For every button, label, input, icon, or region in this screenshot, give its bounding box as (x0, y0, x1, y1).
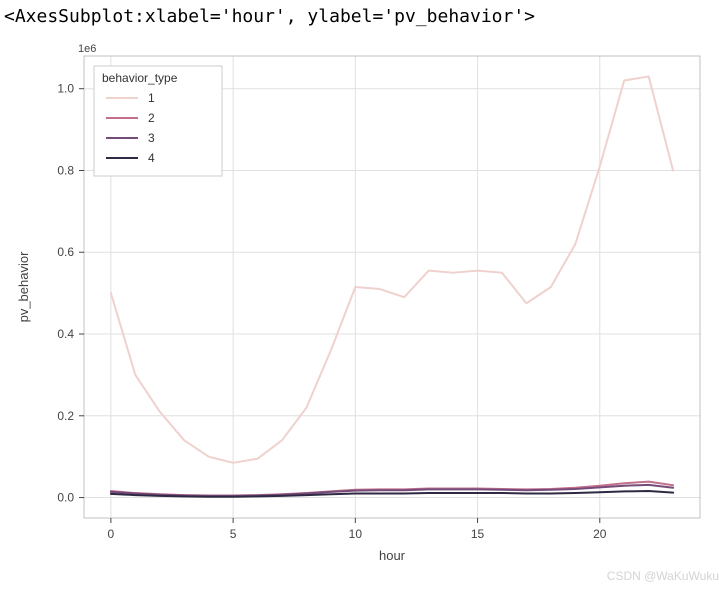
y-exponent-label: 1e6 (78, 43, 96, 55)
y-tick-label: 1.0 (57, 82, 74, 96)
line-chart: 0 5 10 15 20 0.0 0.2 0.4 0.6 0.8 1.0 1e6 hour pv_beha… (0, 38, 719, 597)
x-tick-label: 10 (349, 527, 363, 541)
legend-label-4: 4 (148, 151, 155, 165)
chart-svg: 0 5 10 15 20 0.0 0.2 0.4 0.6 0.8 1.0 1e6 hour pv_beha… (0, 38, 719, 578)
x-tick-label: 5 (230, 527, 237, 541)
x-tick-label: 0 (108, 527, 115, 541)
y-tick-label: 0.0 (57, 491, 74, 505)
x-tick-label: 20 (593, 527, 607, 541)
legend-label-3: 3 (148, 131, 155, 145)
x-tick-label: 15 (471, 527, 485, 541)
y-axis-label: pv_behavior (16, 251, 31, 322)
y-tick-label: 0.6 (57, 245, 74, 259)
axes-repr-text: <AxesSubplot:xlabel='hour', ylabel='pv_b… (4, 6, 535, 27)
watermark-text: CSDN @WaKuWuku (607, 569, 719, 583)
y-tick-label: 0.2 (57, 409, 74, 423)
x-axis-label: hour (379, 548, 406, 563)
y-tick-label: 0.8 (57, 163, 74, 177)
y-tick-label: 0.4 (57, 327, 74, 341)
legend-title: behavior_type (102, 71, 178, 85)
legend-label-2: 2 (148, 111, 155, 125)
legend-label-1: 1 (148, 91, 155, 105)
